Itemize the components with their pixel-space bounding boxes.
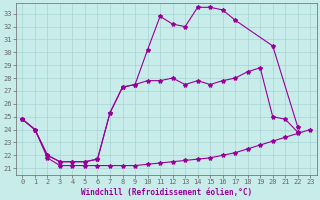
X-axis label: Windchill (Refroidissement éolien,°C): Windchill (Refroidissement éolien,°C) — [81, 188, 252, 197]
